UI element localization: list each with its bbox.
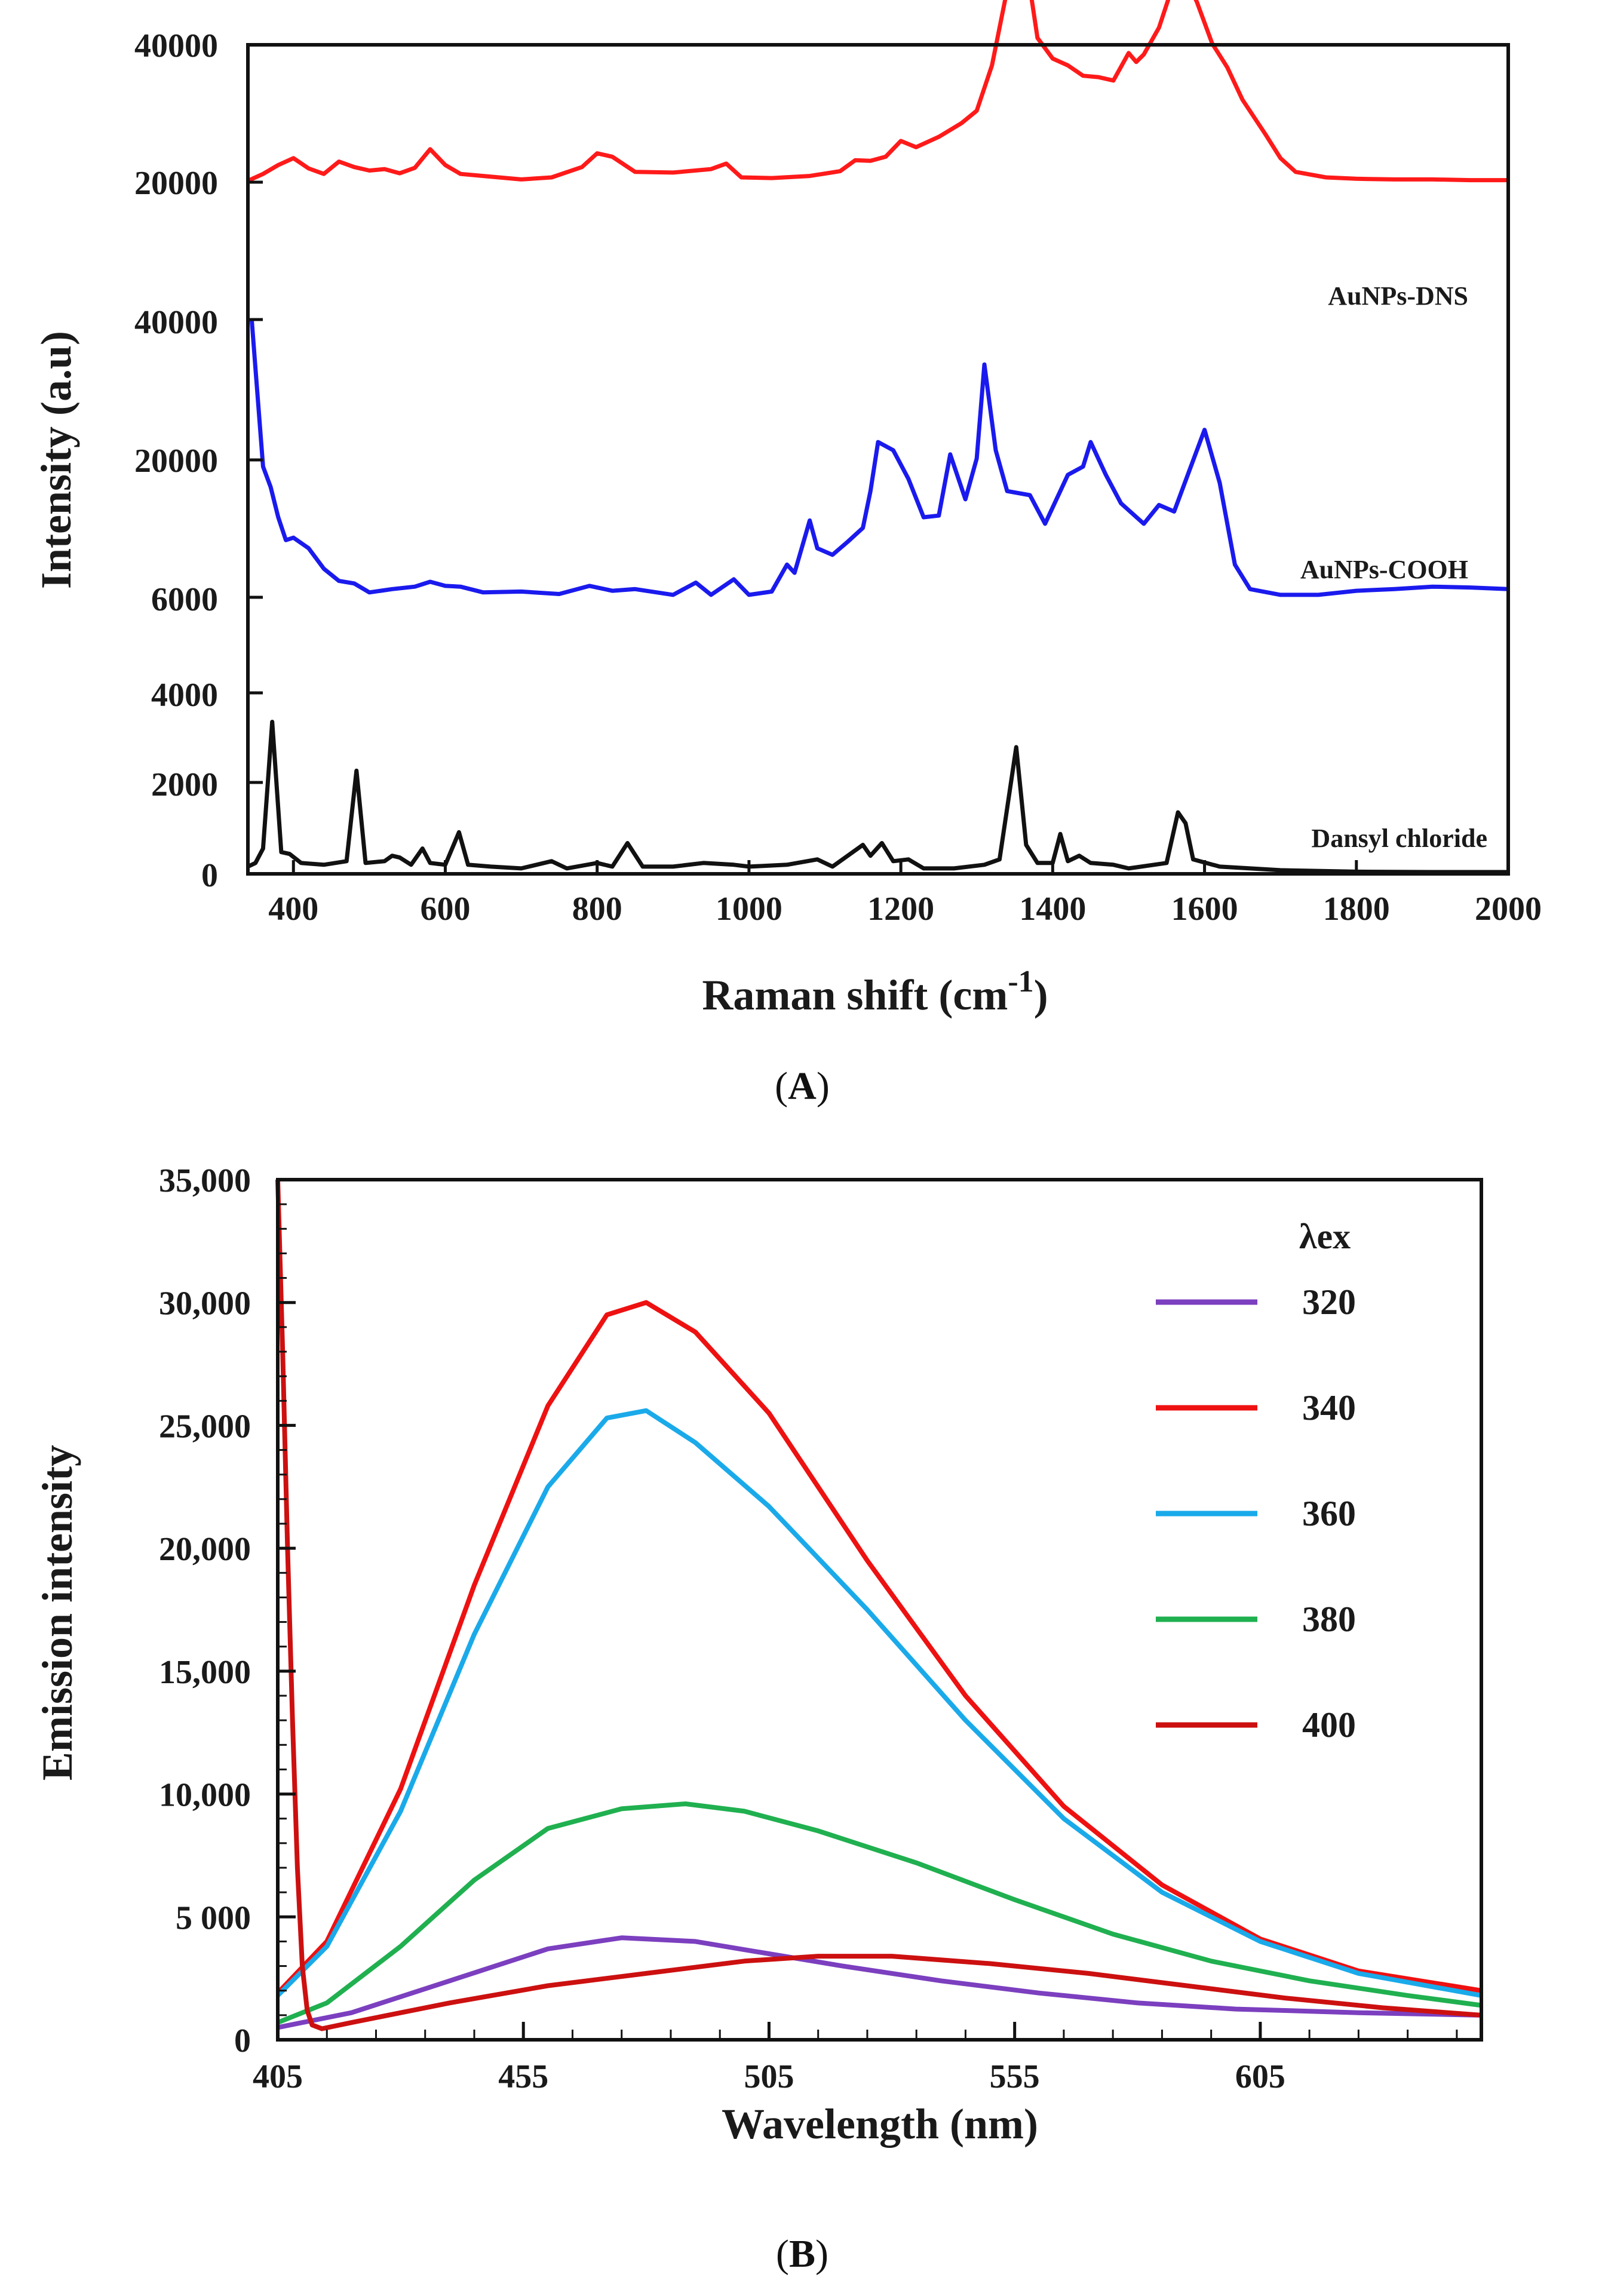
panel-a-x-tick-label: 400 [268,891,318,928]
panel-a-y-tick-label: 40000 [134,304,218,341]
panel-a-letter: A [788,1064,817,1108]
legend-title: λex [1299,1217,1351,1256]
panel-b-caption: (B) [776,2232,828,2276]
panel-a-x-tick-label: 800 [572,891,622,928]
panel-b-y-tick-label: 35,000 [159,1162,251,1199]
panel-b-x-tick-label: 555 [990,2058,1040,2095]
panel-b-y-tick-label: 30,000 [159,1285,251,1322]
panel-a-caption: (A) [775,1064,830,1108]
trace-label-aunps-dns: AuNPs-DNS [1328,281,1468,311]
raman-trace-aunps-cooh [249,319,1509,597]
panel-a-x-tick-label: 600 [420,891,470,928]
legend-label-400: 400 [1302,1705,1356,1745]
panel-b-y-tick-label: 25,000 [159,1408,251,1445]
emission-trace-380 [277,1801,1482,2025]
panel-a-x-tick-label: 1400 [1019,891,1086,928]
panel-b-y-ticks: 0 5 000 10,000 15,000 20,000 25,000 30,000 35,0… [159,1162,296,2059]
panel-a-y-tick-label: 2000 [151,766,218,803]
panel-a-x-axis-label-main: Raman shift (cm [702,971,1008,1019]
raman-trace-aunps-dns [247,0,1508,183]
panel-a-x-axis-label-superscript: -1 [1008,965,1033,999]
trace-label-aunps-cooh: AuNPs-COOH [1300,555,1468,584]
panel-a-x-tick-label: 1800 [1323,891,1390,928]
panel-b-chart: 405 455 505 555 605 0 5 000 10,000 15,000 20,000… [33,1162,1483,2276]
trace-label-dansyl-chloride: Dansyl chloride [1311,824,1487,853]
panel-a-y-tick-label: 20000 [134,443,218,480]
panel-b-y-tick-label: 10,000 [159,1777,251,1814]
panel-b-y-tick-label: 20,000 [159,1531,251,1568]
panel-a-axes [248,318,263,599]
panel-a-x-axis-label: Raman shift (cm-1) [702,965,1048,1019]
panel-a-x-tick-label: 1600 [1171,891,1238,928]
panel-a-x-tick-label: 2000 [1475,891,1542,928]
panel-a-y-tick-label: 20000 [134,165,218,202]
emission-trace-320 [277,1935,1482,2030]
legend-label-320: 320 [1302,1282,1356,1322]
emission-trace-360 [276,1408,1482,1998]
panel-b-letter: B [789,2232,815,2276]
panel-a-x-axis-label-suffix: ) [1034,971,1048,1019]
panel-b-traces [275,1179,1482,2031]
panel-a-y-tick-label: 4000 [151,677,218,714]
panel-a-x-ticks: 400 600 800 1000 1200 1400 1600 1800 2000 [268,860,1542,928]
panel-a-y-tick-label: 40000 [134,27,218,65]
panel-b-x-ticks: 405 455 505 555 605 [253,2022,1458,2095]
panel-b-y-tick-label: 0 [234,2022,251,2059]
panel-a-x-tick-label: 1000 [716,891,782,928]
panel-a-plot-frame [246,43,1510,876]
emission-trace-340 [276,1300,1482,1995]
panel-b-x-tick-label: 405 [253,2058,303,2095]
panel-b-legend: λex 320 340 360 380 400 [1156,1217,1356,1745]
legend-label-380: 380 [1302,1600,1356,1639]
panel-a-x-tick-label: 1200 [867,891,934,928]
panel-b-x-tick-label: 605 [1235,2058,1285,2095]
panel-a-chart: 400 600 800 1000 1200 1400 1600 1800 2000 40000 … [32,0,1542,1108]
panel-b-x-tick-label: 505 [744,2058,794,2095]
panel-b-plot-frame [276,1178,1483,2042]
legend-label-360: 360 [1302,1494,1356,1533]
panel-b-x-tick-label: 455 [498,2058,548,2095]
legend-label-340: 340 [1302,1388,1356,1428]
panel-b-y-tick-label: 5 000 [176,1899,251,1936]
panel-a-y-ticks: 40000 20000 40000 20000 6000 4000 2000 0 [134,27,263,894]
emission-trace-400 [275,1179,1482,2031]
panel-a-y-tick-label: 0 [201,857,218,894]
panel-b-x-axis-label: Wavelength (nm) [722,2100,1038,2148]
panel-b-y-tick-label: 15,000 [159,1654,251,1691]
panel-a-y-axis-label: Intensity (a.u) [32,331,80,589]
panel-a-traces [247,0,1509,874]
panel-b-y-axis-label: Emission intensity [33,1445,81,1781]
panel-a-y-tick-label: 6000 [151,581,218,618]
